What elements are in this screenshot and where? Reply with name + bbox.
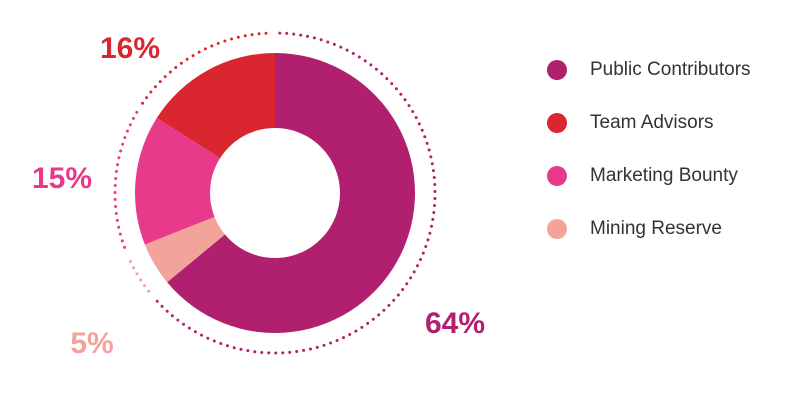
legend-label: Public Contributors [590, 59, 751, 80]
dotted-arc [113, 109, 139, 249]
legend-swatch [547, 219, 567, 239]
donut-slice [167, 53, 415, 334]
dotted-arc [126, 254, 151, 293]
percent-label: 16% [100, 32, 160, 65]
legend-label: Mining Reserve [590, 218, 722, 239]
donut-slice [144, 216, 225, 283]
dotted-arc [141, 31, 272, 105]
donut-slice [156, 53, 275, 159]
legend-swatch [547, 113, 567, 133]
legend-label: Marketing Bounty [590, 165, 738, 186]
legend-swatch [547, 60, 567, 80]
percent-label: 15% [32, 162, 92, 195]
percent-label: 64% [425, 307, 485, 340]
legend-label: Team Advisors [590, 112, 714, 133]
percent-label: 5% [70, 327, 113, 360]
legend-swatch [547, 166, 567, 186]
dotted-arc [153, 31, 437, 355]
donut-slice [135, 117, 221, 245]
